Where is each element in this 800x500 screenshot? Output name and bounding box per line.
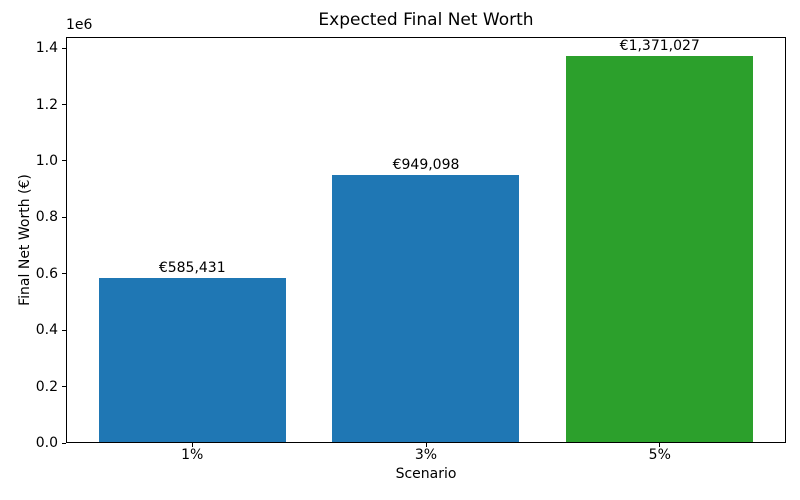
bar (566, 56, 754, 443)
bar-value-label: €949,098 (392, 157, 460, 174)
y-tick-mark (62, 160, 66, 162)
bar (332, 175, 520, 443)
y-tick-mark (62, 273, 66, 275)
bar-value-label: €585,431 (158, 259, 226, 276)
y-tick-mark (62, 216, 66, 218)
y-tick-label: 0.4 (35, 322, 58, 339)
y-tick-mark (62, 386, 66, 388)
y-tick-label: 0.0 (35, 435, 58, 451)
y-tick-mark (62, 442, 66, 444)
y-tick-label: 1.4 (35, 40, 58, 57)
y-tick-mark (62, 329, 66, 331)
x-tick-mark (659, 443, 661, 447)
y-tick-label: 0.8 (35, 209, 58, 226)
x-tick-label: 5% (648, 447, 671, 463)
y-tick-label: 0.6 (35, 265, 58, 282)
x-tick-label: 3% (414, 447, 438, 463)
y-tick-label: 0.2 (35, 378, 58, 395)
y-axis-label: Final Net Worth (€) (17, 174, 33, 306)
y-tick-label: 1.2 (35, 96, 58, 113)
y-tick-label: 1.0 (35, 152, 58, 169)
x-axis-label: Scenario (395, 466, 457, 482)
x-tick-mark (425, 443, 427, 447)
y-tick-mark (62, 47, 66, 49)
bar-value-label: €1,371,027 (619, 38, 700, 55)
chart-title: Expected Final Net Worth (318, 10, 534, 30)
y-tick-mark (62, 104, 66, 106)
y-axis-offset-label: 1e6 (66, 17, 93, 33)
bar (98, 277, 286, 443)
x-tick-label: 1% (181, 447, 204, 463)
x-tick-mark (191, 443, 193, 447)
